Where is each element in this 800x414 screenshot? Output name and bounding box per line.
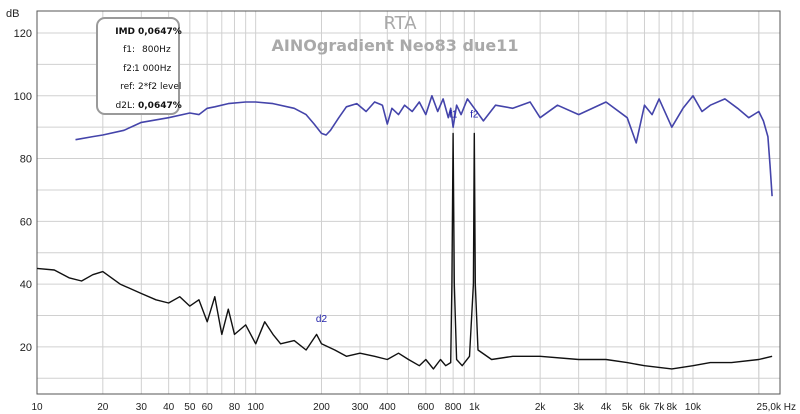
f2-label: f2: [123, 64, 135, 74]
x-tick-label: 8k [667, 402, 679, 413]
d2l-value: 0,0647% [138, 101, 182, 111]
chart-subtitle: AINOgradient Neo83 due11 [272, 36, 519, 55]
y-tick-label: 60 [20, 216, 32, 228]
x-tick-label: 40 [163, 402, 175, 413]
x-tick-label: 80 [229, 402, 241, 413]
x-tick-label: 20 [97, 402, 109, 413]
x-tick-label: 800 [445, 402, 462, 413]
x-tick-label: 3k [573, 402, 585, 413]
series-layer [36, 95, 773, 370]
x-tick-label: 1k [469, 402, 481, 413]
x-tick-label: 25,0k Hz [757, 402, 796, 413]
x-tick-label: 5k [622, 402, 634, 413]
imd-info-box: IMD 0,0647% f1: 800Hz f2: 1 000Hz ref: 2… [96, 17, 182, 115]
y-tick-label: 80 [20, 154, 32, 166]
y-tick-label: 100 [14, 91, 32, 103]
grid-lines [36, 11, 780, 394]
annotation-f2: f2 [470, 110, 479, 121]
f1-label: f1: [123, 45, 135, 55]
x-tick-label: 4k [601, 402, 613, 413]
x-tick-label: 2k [535, 402, 547, 413]
x-tick-label: 200 [313, 402, 330, 413]
x-tick-label: 10k [685, 402, 702, 413]
plot-frame [36, 10, 781, 395]
chart-title: RTA [383, 13, 417, 34]
x-tick-label: 7k [654, 402, 666, 413]
series-line-2 [36, 132, 773, 370]
ref-label: ref: [120, 82, 135, 92]
x-tick-label: 600 [417, 402, 434, 413]
x-axis-ticks: 10 20 30 40 50 60 80 100 200 300 400 600 800 1k 2k 3k 4k… [31, 402, 796, 413]
x-tick-label: 50 [184, 402, 196, 413]
x-tick-label: 100 [247, 402, 264, 413]
annotation-f1: f1 [449, 110, 458, 121]
x-tick-label: 400 [379, 402, 396, 413]
imd-label: IMD [115, 27, 135, 37]
x-tick-label: 30 [136, 402, 148, 413]
x-tick-label: 6k [639, 402, 651, 413]
annotation-d2: d2 [316, 314, 328, 325]
annotations: f1 f2 d2 [316, 110, 479, 325]
d2l-label: d2L: [115, 101, 136, 111]
y-tick-label: 20 [20, 342, 32, 354]
x-tick-label: 60 [202, 402, 214, 413]
y-axis-unit: dB [6, 8, 19, 20]
imd-value: 0,0647% [138, 27, 182, 37]
y-axis-ticks: 20 40 60 80 100 120 [14, 28, 32, 354]
ref-value: 2*f2 level [138, 82, 182, 92]
y-tick-label: 40 [20, 279, 32, 291]
f1-value: 800Hz [142, 45, 171, 55]
x-tick-label: 300 [352, 402, 369, 413]
y-tick-label: 120 [14, 28, 32, 40]
series-line-1 [75, 95, 773, 197]
x-tick-label: 10 [31, 402, 43, 413]
f2-value: 1 000Hz [134, 64, 172, 74]
